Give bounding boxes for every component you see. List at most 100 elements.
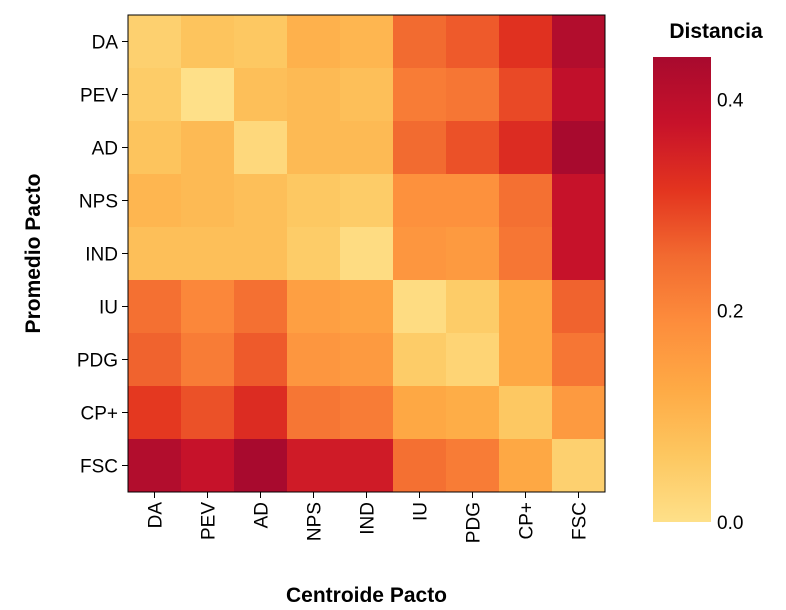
heatmap-cell-PEV-CP+ (499, 68, 553, 122)
y-tick-label: DA (92, 33, 119, 54)
heatmap-cell-IND-NPS (287, 227, 341, 281)
heatmap-cell-FSC-AD (234, 439, 288, 493)
heatmap-cell-DA-IU (393, 15, 447, 69)
heatmap-cell-AD-AD (234, 121, 288, 175)
heatmap-cell-IU-PDG (446, 280, 500, 334)
heatmap-cell-CP+-IU (393, 386, 447, 440)
heatmap-cell-IND-AD (234, 227, 288, 281)
heatmap-cell-IU-CP+ (499, 280, 553, 334)
heatmap-cell-IU-FSC (552, 280, 606, 334)
x-tick-label: IU (411, 502, 432, 521)
heatmap-cell-NPS-IND (340, 174, 394, 228)
y-tick-label: FSC (80, 457, 118, 478)
heatmap-cell-PDG-FSC (552, 333, 606, 387)
heatmap-cell-CP+-FSC (552, 386, 606, 440)
heatmap-cell-PDG-IU (393, 333, 447, 387)
heatmap-cell-FSC-IU (393, 439, 447, 493)
color-legend: Distancia 0.0 0.2 0.4 (653, 20, 763, 534)
heatmap-cell-PEV-PEV (181, 68, 235, 122)
x-axis-title: Centroide Pacto (286, 584, 447, 607)
heatmap-cell-AD-DA (128, 121, 182, 175)
heatmap-cell-IND-PDG (446, 227, 500, 281)
x-tick-label: PDG (464, 502, 485, 543)
heatmap-cell-DA-NPS (287, 15, 341, 69)
heatmap-cell-FSC-PEV (181, 439, 235, 493)
heatmap-cell-IND-DA (128, 227, 182, 281)
heatmap-cell-IND-IND (340, 227, 394, 281)
heatmap-cell-FSC-CP+ (499, 439, 553, 493)
legend-tick-label: 0.0 (717, 513, 743, 534)
heatmap-cell-IU-IND (340, 280, 394, 334)
heatmap-cell-DA-PDG (446, 15, 500, 69)
heatmap-cell-PEV-IND (340, 68, 394, 122)
heatmap-cell-AD-PEV (181, 121, 235, 175)
heatmap-cell-PDG-PEV (181, 333, 235, 387)
heatmap-cell-PDG-NPS (287, 333, 341, 387)
heatmap-cell-DA-PEV (181, 15, 235, 69)
x-axis: DA PEV AD NPS IND IU PDG CP+ FSC (146, 492, 591, 543)
heatmap-cell-PEV-NPS (287, 68, 341, 122)
heatmap-cell-CP+-IND (340, 386, 394, 440)
heatmap-cell-PDG-PDG (446, 333, 500, 387)
heatmap-cell-CP+-CP+ (499, 386, 553, 440)
heatmap-cell-CP+-PEV (181, 386, 235, 440)
heatmap-cell-IU-PEV (181, 280, 235, 334)
y-tick-label: PEV (80, 86, 118, 107)
x-tick-label: CP+ (517, 502, 538, 540)
heatmap-cell-FSC-DA (128, 439, 182, 493)
heatmap-cell-AD-NPS (287, 121, 341, 175)
y-axis-title: Promedio Pacto (22, 174, 45, 334)
x-tick-label: FSC (570, 502, 591, 540)
heatmap-cell-DA-CP+ (499, 15, 553, 69)
x-tick-label: AD (252, 502, 273, 528)
heatmap-cell-NPS-DA (128, 174, 182, 228)
heatmap-cell-NPS-FSC (552, 174, 606, 228)
x-tick-label: NPS (305, 502, 326, 541)
heatmap-cell-NPS-NPS (287, 174, 341, 228)
heatmap-cell-FSC-FSC (552, 439, 606, 493)
heatmap-cell-AD-FSC (552, 121, 606, 175)
heatmap-cell-AD-CP+ (499, 121, 553, 175)
heatmap-cell-IU-NPS (287, 280, 341, 334)
legend-tick-label: 0.2 (717, 302, 743, 323)
heatmap-cell-PEV-FSC (552, 68, 606, 122)
heatmap-cell-FSC-IND (340, 439, 394, 493)
heatmap-cell-PDG-IND (340, 333, 394, 387)
heatmap-cell-PDG-DA (128, 333, 182, 387)
heatmap-cell-NPS-CP+ (499, 174, 553, 228)
y-tick-label: PDG (77, 351, 118, 372)
heatmap-cell-DA-AD (234, 15, 288, 69)
heatmap-cell-PEV-PDG (446, 68, 500, 122)
heatmap-cell-FSC-NPS (287, 439, 341, 493)
heatmap-cell-NPS-PDG (446, 174, 500, 228)
heatmap-cell-PEV-DA (128, 68, 182, 122)
heatmap-cell-AD-IND (340, 121, 394, 175)
legend-title: Distancia (669, 20, 763, 43)
legend-tick-label: 0.4 (717, 90, 744, 111)
x-tick-label: PEV (199, 502, 220, 540)
heatmap-cell-NPS-IU (393, 174, 447, 228)
heatmap-cell-IND-PEV (181, 227, 235, 281)
legend-gradient-bar (653, 57, 711, 522)
heatmap-cell-DA-FSC (552, 15, 606, 69)
heatmap-cell-CP+-NPS (287, 386, 341, 440)
heatmap-cell-NPS-PEV (181, 174, 235, 228)
heatmap-cell-DA-DA (128, 15, 182, 69)
y-tick-label: IND (85, 245, 118, 266)
heatmap-cell-IU-AD (234, 280, 288, 334)
heatmap-cell-PEV-AD (234, 68, 288, 122)
heatmap-cell-NPS-AD (234, 174, 288, 228)
heatmap-cell-CP+-AD (234, 386, 288, 440)
y-tick-label: NPS (79, 192, 118, 213)
y-tick-label: IU (99, 298, 118, 319)
heatmap-cell-IND-FSC (552, 227, 606, 281)
heatmap-cell-FSC-PDG (446, 439, 500, 493)
heatmap-cell-IND-IU (393, 227, 447, 281)
heatmap-cell-IU-IU (393, 280, 447, 334)
legend-ticks: 0.0 0.2 0.4 (717, 90, 744, 534)
heatmap-cell-PDG-CP+ (499, 333, 553, 387)
heatmap-cell-IU-DA (128, 280, 182, 334)
heatmap-cell-AD-PDG (446, 121, 500, 175)
heatmap-cell-CP+-DA (128, 386, 182, 440)
